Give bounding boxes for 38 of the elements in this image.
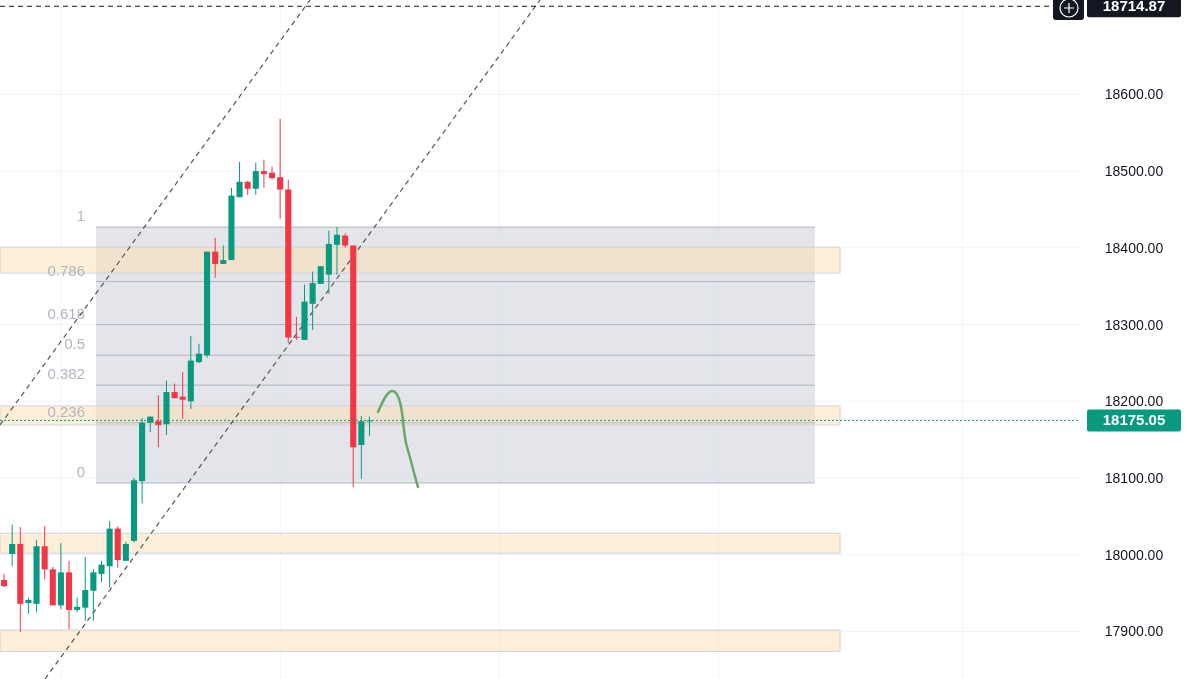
candlestick bbox=[41, 525, 48, 580]
candlestick bbox=[98, 560, 105, 583]
candlestick bbox=[309, 271, 316, 331]
annotation: 0 bbox=[76, 462, 85, 480]
ref-line-label: 18714.87 bbox=[1102, 0, 1166, 15]
candlestick bbox=[293, 316, 300, 341]
ref-line-label: 18175.05 bbox=[1102, 411, 1166, 429]
candlestick bbox=[220, 245, 227, 265]
candlestick bbox=[9, 524, 16, 567]
candlestick bbox=[268, 165, 276, 181]
annotation: 0.618 bbox=[47, 304, 85, 322]
y-tick-label: 17900.00 bbox=[1104, 623, 1164, 640]
candlestick bbox=[90, 568, 97, 622]
y-tick-label: 18200.00 bbox=[1104, 393, 1164, 410]
annotation: 0.382 bbox=[47, 365, 85, 383]
candlestick bbox=[195, 343, 202, 364]
y-tick-label: 18000.00 bbox=[1104, 546, 1164, 563]
annotation: 0.5 bbox=[64, 335, 85, 353]
candlestick bbox=[155, 394, 162, 448]
candlestick bbox=[1, 573, 8, 588]
y-tick-label: 18500.00 bbox=[1104, 163, 1164, 180]
candlestick bbox=[333, 226, 341, 276]
annotation: 0.236 bbox=[47, 402, 85, 420]
candlestick bbox=[74, 597, 81, 613]
annotation: 1 bbox=[76, 207, 85, 225]
candlestick bbox=[82, 556, 89, 622]
candlestick bbox=[236, 161, 243, 198]
y-tick-label: 18300.00 bbox=[1104, 316, 1164, 333]
y-tick-label: 18400.00 bbox=[1104, 239, 1164, 256]
y-tick-label: 18600.00 bbox=[1104, 86, 1164, 103]
candlestick bbox=[252, 162, 259, 196]
candlestick bbox=[277, 118, 284, 220]
annotation: 0.786 bbox=[47, 261, 85, 279]
candlestick bbox=[179, 371, 186, 420]
candlestick bbox=[122, 541, 129, 562]
candlestick bbox=[260, 159, 267, 189]
y-tick-label: 18100.00 bbox=[1104, 469, 1164, 486]
candlestick bbox=[212, 237, 219, 279]
